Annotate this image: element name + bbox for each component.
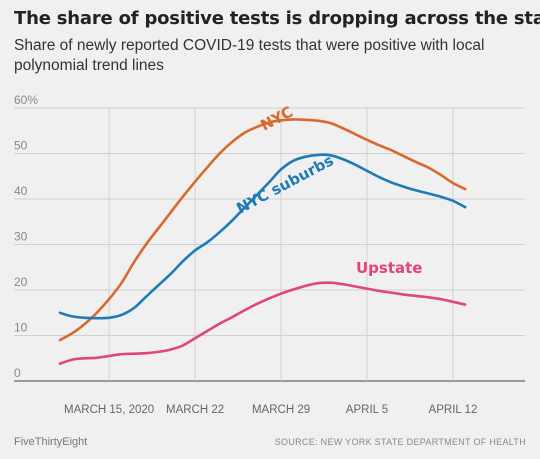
series-label-upstate: Upstate (356, 259, 422, 277)
series-label-nyc: NYC (257, 103, 295, 135)
y-tick-label: 60% (14, 93, 38, 107)
chart-subtitle: Share of newly reported COVID-19 tests t… (14, 37, 485, 74)
chart-title: The share of positive tests is dropping … (14, 8, 540, 29)
y-tick-label: 50 (14, 139, 28, 153)
x-tick-label: APRIL 5 (346, 404, 388, 416)
series-line-upstate (58, 281, 467, 365)
y-tick-label: 40 (14, 184, 28, 198)
y-tick-label: 0 (14, 366, 21, 380)
series-line-nyc-suburbs (58, 153, 467, 320)
y-tick-label: 10 (14, 321, 28, 335)
x-tick-label: MARCH 22 (166, 404, 224, 416)
series-line-nyc (58, 118, 467, 342)
x-tick-label: MARCH 29 (252, 404, 310, 416)
x-tick-label: MARCH 15, 2020 (64, 404, 154, 416)
y-tick-label: 20 (14, 275, 28, 289)
y-tick-label: 30 (14, 230, 28, 244)
brand-credit: FiveThirtyEight (14, 436, 88, 448)
source-note: SOURCE: NEW YORK STATE DEPARTMENT OF HEA… (274, 437, 526, 447)
series-label-nyc-suburbs: NYC suburbs (233, 151, 336, 217)
x-tick-label: APRIL 12 (429, 404, 478, 416)
